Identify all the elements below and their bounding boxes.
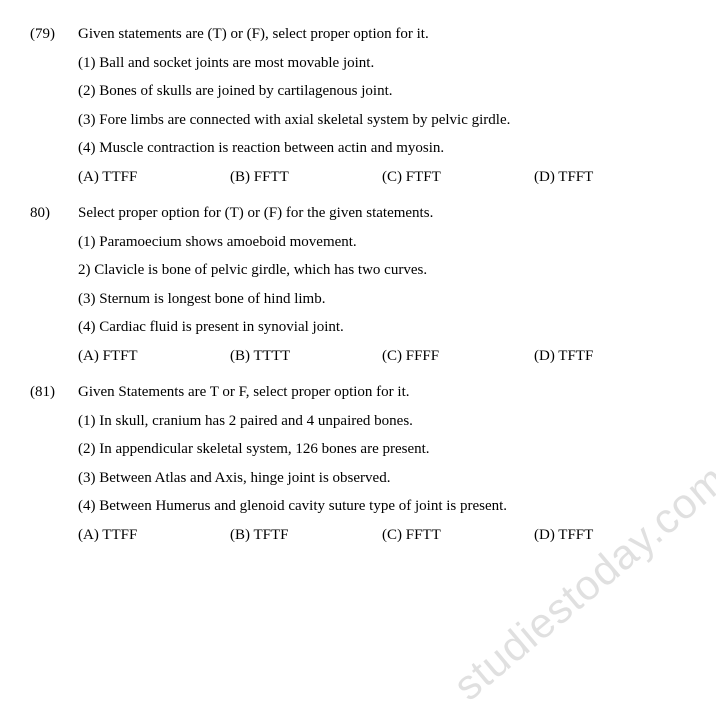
statement: (3) Between Atlas and Axis, hinge joint … (78, 464, 686, 493)
document-body: (79) Given statements are (T) or (F), se… (30, 20, 686, 549)
options-row: (A) TTFF (B) TFTF (C) FFTT (D) TFFT (78, 521, 686, 550)
statement: (1) Paramoecium shows amoeboid movement. (78, 228, 686, 257)
statement: (2) In appendicular skeletal system, 126… (78, 435, 686, 464)
statement: 2) Clavicle is bone of pelvic girdle, wh… (78, 256, 686, 285)
option-c: (C) FTFT (382, 163, 534, 192)
statement: (4) Muscle contraction is reaction betwe… (78, 134, 686, 163)
question-81: (81) Given Statements are T or F, select… (30, 378, 686, 549)
question-number: (81) (30, 378, 78, 407)
question-80: 80) Select proper option for (T) or (F) … (30, 199, 686, 370)
question-prompt: Given statements are (T) or (F), select … (78, 20, 686, 49)
option-b: (B) FFTT (230, 163, 382, 192)
option-c: (C) FFFF (382, 342, 534, 371)
option-d: (D) TFFT (534, 521, 686, 550)
statement: (1) Ball and socket joints are most mova… (78, 49, 686, 78)
option-d: (D) TFFT (534, 163, 686, 192)
question-prompt: Given Statements are T or F, select prop… (78, 378, 686, 407)
option-b: (B) TTTT (230, 342, 382, 371)
options-row: (A) FTFT (B) TTTT (C) FFFF (D) TFTF (78, 342, 686, 371)
question-number: 80) (30, 199, 78, 228)
statement: (4) Between Humerus and glenoid cavity s… (78, 492, 686, 521)
question-number: (79) (30, 20, 78, 49)
option-d: (D) TFTF (534, 342, 686, 371)
option-a: (A) FTFT (78, 342, 230, 371)
statement: (3) Sternum is longest bone of hind limb… (78, 285, 686, 314)
statement: (3) Fore limbs are connected with axial … (78, 106, 686, 135)
statement: (2) Bones of skulls are joined by cartil… (78, 77, 686, 106)
option-a: (A) TTFF (78, 521, 230, 550)
option-b: (B) TFTF (230, 521, 382, 550)
statement: (4) Cardiac fluid is present in synovial… (78, 313, 686, 342)
question-79: (79) Given statements are (T) or (F), se… (30, 20, 686, 191)
option-a: (A) TTFF (78, 163, 230, 192)
question-prompt: Select proper option for (T) or (F) for … (78, 199, 686, 228)
options-row: (A) TTFF (B) FFTT (C) FTFT (D) TFFT (78, 163, 686, 192)
statement: (1) In skull, cranium has 2 paired and 4… (78, 407, 686, 436)
option-c: (C) FFTT (382, 521, 534, 550)
